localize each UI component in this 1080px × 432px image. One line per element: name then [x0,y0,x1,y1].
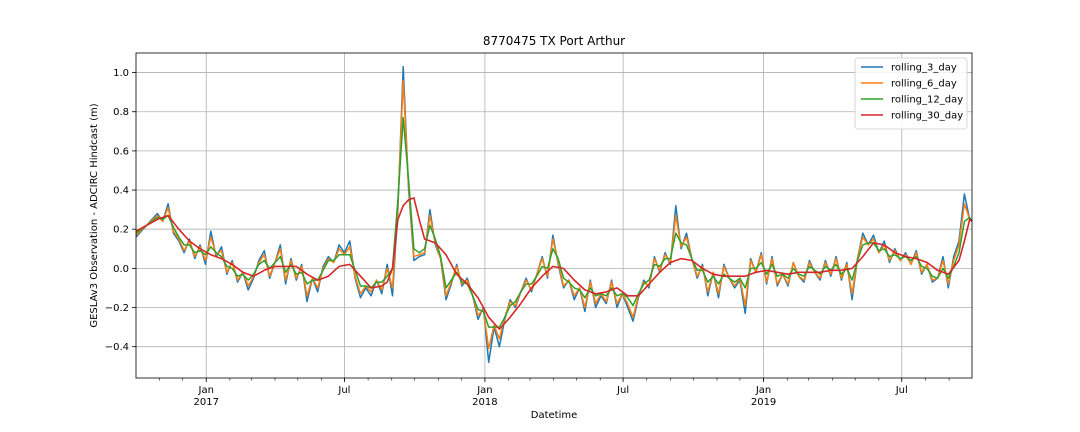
x-tick-label: Jul [616,385,629,396]
x-tick-label: Jul [895,385,908,396]
chart-title: 8770475 TX Port Arthur [483,34,625,48]
x-tick-label: Jul [337,385,350,396]
legend: rolling_3_day rolling_6_day rolling_12_day… [854,57,968,130]
x-tick-year-label: 2018 [472,397,497,408]
y-tick-label: 0.6 [113,146,129,157]
series-line-rolling-6-day [136,79,972,350]
y-tick-label: 0.0 [113,264,129,275]
x-tick-label: Jan [198,385,214,396]
y-tick-label: 0.8 [113,107,129,118]
y-ticks: −0.4 −0.2 0.0 0.2 0.4 0.6 0.8 1.0 [105,68,136,353]
x-tick-label: Jan [755,385,771,396]
y-tick-label: 1.0 [113,68,129,79]
y-axis-label: GESLAv3 Observation - ADCIRC Hindcast (m… [89,103,100,327]
x-tick-year-label: 2019 [751,397,776,408]
y-tick-label: −0.2 [105,303,129,314]
series-lines [136,65,972,364]
x-axis-label: Datetime [531,410,578,421]
plot-frame [135,52,973,379]
y-tick-label: 0.2 [113,225,129,236]
series-line-rolling-30-day [136,197,972,330]
legend-label: rolling_3_day [891,63,957,74]
legend-label: rolling_12_day [891,95,963,106]
legend-label: rolling_6_day [891,79,957,90]
y-tick-label: −0.4 [105,342,129,353]
legend-box [854,57,968,130]
legend-label: rolling_30_day [891,111,963,122]
x-tick-year-label: 2017 [194,397,219,408]
y-tick-label: 0.4 [113,186,129,197]
x-tick-label: Jan [476,385,492,396]
